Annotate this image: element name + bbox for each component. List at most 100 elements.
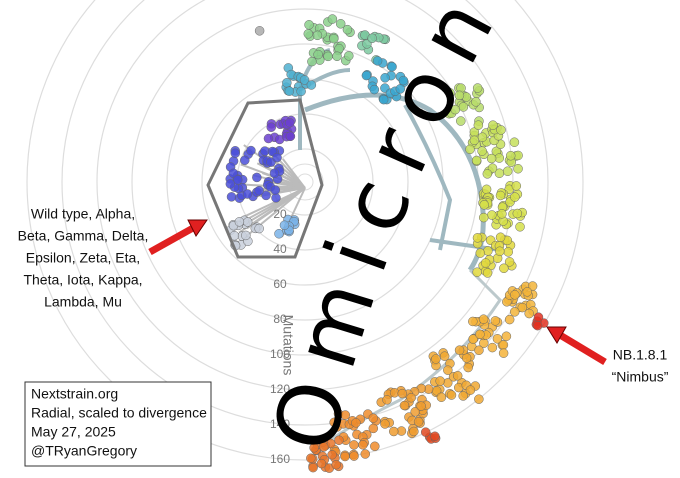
- right-label: NB.1.8.1 “Nimbus”: [612, 347, 669, 385]
- tip: [532, 320, 543, 331]
- ring-label: 120: [270, 382, 290, 396]
- ring: [61, 0, 549, 426]
- arrow-head: [187, 219, 208, 237]
- arrow-right: [558, 331, 607, 366]
- tip: [475, 329, 485, 340]
- tip: [331, 459, 341, 470]
- tip: [505, 150, 516, 161]
- tip: [477, 132, 488, 142]
- tip: [230, 148, 241, 158]
- tip: [395, 84, 406, 94]
- tip: [361, 70, 372, 81]
- tip: [512, 208, 523, 219]
- tip: [252, 172, 262, 183]
- tip: [316, 458, 327, 469]
- tip: [501, 331, 512, 341]
- tip: [498, 348, 509, 358]
- tip: [510, 290, 520, 300]
- tip: [431, 354, 441, 364]
- ring-label: 40: [273, 242, 287, 256]
- tip: [468, 334, 478, 344]
- tip: [454, 90, 465, 101]
- tip: [360, 449, 371, 459]
- tip: [285, 117, 295, 128]
- ring-label: 100: [270, 347, 290, 361]
- tip: [509, 137, 520, 147]
- tip: [378, 94, 389, 105]
- tip: [413, 417, 424, 427]
- tip: [279, 220, 290, 230]
- ring-labels: 20 40 60 80 100 120 140 160: [270, 207, 290, 466]
- ring-label: 60: [273, 277, 287, 291]
- tip: [307, 56, 317, 67]
- right-label-line: “Nimbus”: [612, 369, 669, 385]
- tip: [450, 104, 461, 115]
- ring-label: 160: [270, 452, 290, 466]
- spoke: [281, 158, 306, 189]
- tip: [515, 222, 525, 232]
- tip: [233, 175, 243, 185]
- tip: [497, 209, 507, 219]
- tip: [445, 88, 455, 98]
- info-line: @TRyanGregory: [31, 443, 137, 459]
- tip: [486, 153, 497, 164]
- tip: [468, 316, 478, 327]
- tip: [487, 210, 497, 220]
- arrow-left: [148, 224, 195, 256]
- tip: [471, 155, 482, 166]
- tip: [327, 450, 337, 460]
- tip: [254, 26, 265, 36]
- tip: [472, 83, 483, 93]
- tip: [454, 345, 465, 355]
- info-box: [24, 381, 212, 467]
- tip: [284, 86, 295, 96]
- tip: [323, 51, 333, 62]
- tip: [389, 426, 399, 437]
- tip: [474, 394, 484, 404]
- tip: [495, 246, 505, 257]
- tip: [319, 442, 329, 452]
- tip: [234, 217, 245, 227]
- tip: [510, 192, 520, 202]
- tip: [503, 247, 513, 257]
- tip: [225, 179, 236, 189]
- tip: [511, 181, 522, 191]
- tip: [304, 20, 314, 30]
- right-label-line: NB.1.8.1: [613, 347, 668, 363]
- tip: [481, 184, 492, 195]
- tip: [416, 401, 426, 411]
- tip: [285, 131, 296, 142]
- tip: [282, 78, 292, 88]
- tip: [496, 125, 506, 135]
- tip: [524, 308, 534, 319]
- info-text: Nextstrain.org Radial, scaled to divergen…: [31, 386, 207, 459]
- tip: [380, 419, 390, 429]
- tip: [372, 56, 383, 66]
- tip: [458, 391, 468, 401]
- left-label-line: Beta, Gamma, Delta,: [18, 228, 149, 244]
- tip: [313, 49, 323, 60]
- tip: [308, 462, 318, 473]
- tip: [369, 84, 380, 95]
- tip: [380, 73, 390, 83]
- left-label-line: Theta, Iota, Kappa,: [23, 272, 142, 288]
- tip: [351, 418, 361, 428]
- tip: [436, 392, 447, 402]
- tip: [367, 33, 377, 44]
- tip: [397, 388, 408, 399]
- tip: [241, 230, 251, 241]
- tip: [465, 144, 475, 155]
- tip: [332, 51, 342, 62]
- tip: [246, 145, 256, 156]
- tip: [334, 435, 344, 445]
- tip: [443, 365, 453, 375]
- left-label-line: Wild type, Alpha,: [31, 206, 135, 222]
- tip: [430, 431, 440, 442]
- tip: [509, 307, 520, 317]
- ring: [96, 0, 514, 391]
- tip: [349, 451, 359, 461]
- tip: [342, 24, 353, 35]
- tip: [446, 390, 457, 400]
- tip: [406, 392, 416, 403]
